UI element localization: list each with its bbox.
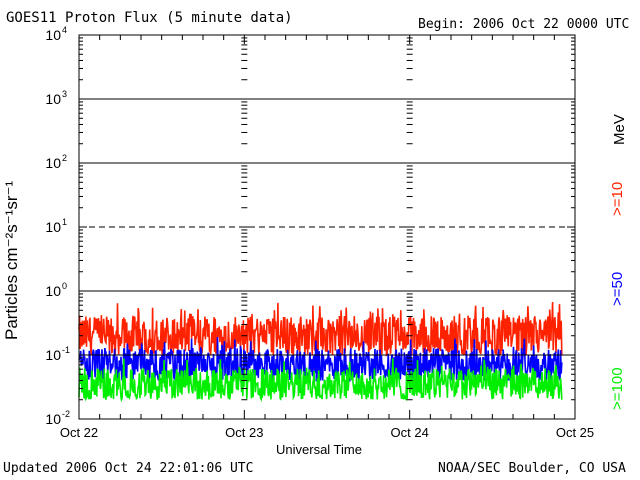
x-axis-title: Universal Time	[276, 442, 362, 457]
y-tick-exponent-0: -2	[62, 409, 70, 419]
y-tick-label-3: 10	[45, 219, 61, 235]
y-tick-label-2: 10	[45, 283, 61, 299]
begin-time: Begin: 2006 Oct 22 0000 UTC	[418, 17, 630, 32]
y-tick-exponent-1: -1	[62, 345, 70, 355]
y-tick-label-5: 10	[45, 91, 61, 107]
y-axis-title: Particles cm⁻²s⁻¹sr⁻¹	[2, 180, 21, 340]
chart-title: GOES11 Proton Flux (5 minute data)	[6, 10, 293, 26]
series-line-2	[78, 358, 563, 403]
x-tick-label-1: Oct 23	[225, 425, 263, 440]
y-tick-exponent-5: 3	[62, 89, 67, 99]
y-tick-exponent-6: 4	[62, 25, 67, 35]
y-tick-label-4: 10	[45, 155, 61, 171]
y-tick-exponent-3: 1	[62, 217, 67, 227]
x-tick-label-0: Oct 22	[60, 425, 98, 440]
y-tick-exponent-2: 0	[62, 281, 67, 291]
legend-ge100: >=100	[609, 367, 626, 410]
legend-unit: MeV	[611, 114, 628, 145]
series-line-0	[78, 301, 563, 357]
x-tick-label-3: Oct 25	[556, 425, 594, 440]
y-axis-title-text: Particles cm⁻²s⁻¹sr⁻¹	[2, 180, 21, 340]
updated-time: Updated 2006 Oct 24 22:01:06 UTC	[3, 461, 254, 476]
y-tick-label-0: 10	[45, 411, 61, 427]
legend-ge10: >=10	[609, 181, 626, 216]
y-tick-label-1: 10	[45, 347, 61, 363]
y-tick-label-6: 10	[45, 27, 61, 43]
y-tick-exponent-4: 2	[62, 153, 67, 163]
legend-ge50: >=50	[609, 271, 626, 306]
x-tick-label-2: Oct 24	[391, 425, 429, 440]
credit: NOAA/SEC Boulder, CO USA	[438, 461, 626, 476]
